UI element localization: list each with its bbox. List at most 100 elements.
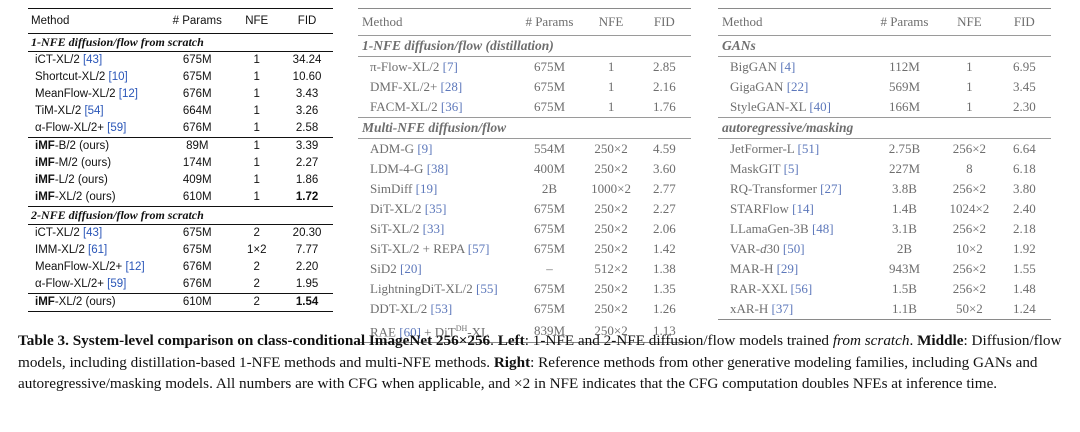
header-fid: FID [637, 8, 691, 36]
citation-link[interactable]: [53] [430, 301, 453, 316]
header-params: # Params [162, 8, 233, 34]
table-row: iMF-XL/2 (ours) 610M 1 1.72 [35, 191, 319, 203]
table-row: DiT-XL/2 [35] 675M 250×2 2.27 [370, 201, 676, 216]
header-nfe: NFE [584, 8, 638, 36]
table-row: π-Flow-XL/2 [7] 675M 1 2.85 [370, 59, 676, 74]
citation-link[interactable]: [10] [108, 71, 128, 83]
citation-link[interactable]: [59] [107, 278, 127, 290]
citation-link[interactable]: [5] [783, 161, 799, 176]
citation-link[interactable]: [37] [771, 301, 794, 316]
citation-link[interactable]: [20] [399, 261, 422, 276]
left-header-row: Method # Params NFE FID [28, 8, 333, 34]
citation-link[interactable]: [7] [442, 59, 458, 74]
citation-link[interactable]: [4] [780, 59, 796, 74]
header-method: Method [358, 8, 515, 36]
table-row: SiT-XL/2 + REPA [57] 675M 250×2 1.42 [370, 241, 676, 256]
right-header-row: Method # Params NFE FID [718, 8, 1051, 36]
table-row: SimDiff [19] 2B 1000×2 2.77 [370, 181, 676, 196]
table-row: FACM-XL/2 [36] 675M 1 1.76 [370, 99, 676, 114]
left-table: Method # Params NFE FID 1-NFE diffusion/… [28, 8, 333, 312]
citation-link[interactable]: [28] [440, 79, 463, 94]
caption-label: Table 3. [18, 332, 69, 349]
caption-left-label: Left [497, 332, 525, 349]
citation-link[interactable]: [14] [792, 201, 814, 216]
table-row: SiT-XL/2 [33] 675M 250×2 2.06 [370, 221, 676, 236]
citation-link[interactable]: [57] [467, 241, 490, 256]
header-params: # Params [867, 8, 942, 36]
table-row: RQ-Transformer [27] 3.8B 256×2 3.80 [730, 181, 1036, 196]
table-row: MaskGIT [5] 227M 8 6.18 [730, 161, 1036, 176]
table-row: LDM-4-G [38] 400M 250×2 3.60 [370, 161, 676, 176]
header-params: # Params [514, 8, 585, 36]
section-header: autoregressive/masking [718, 117, 1051, 139]
table-row: LLamaGen-3B [48] 3.1B 256×2 2.18 [730, 221, 1036, 236]
table-row: TiM-XL/2 [54] 664M 1 3.26 [35, 105, 319, 117]
table-row: MAR-H [29] 943M 256×2 1.55 [730, 261, 1036, 276]
header-nfe: NFE [941, 8, 998, 36]
table-row: LightningDiT-XL/2 [55] 675M 250×2 1.35 [370, 281, 676, 296]
citation-link[interactable]: [48] [811, 221, 834, 236]
citation-link[interactable]: [38] [426, 161, 449, 176]
citation-link[interactable]: [22] [786, 79, 809, 94]
table-row: iMF-M/2 (ours) 174M 1 2.27 [35, 157, 319, 169]
caption-title: System-level comparison on class-conditi… [72, 332, 491, 349]
middle-table: Method # Params NFE FID 1-NFE diffusion/… [358, 8, 691, 344]
caption-right-label: Right [493, 353, 531, 371]
table-row: α-Flow-XL/2+ [59] 676M 2 1.95 [35, 278, 319, 290]
citation-link[interactable]: [56] [790, 281, 813, 296]
header-fid: FID [281, 8, 333, 34]
citation-link[interactable]: [36] [440, 99, 463, 114]
citation-link[interactable]: [43] [82, 54, 103, 66]
citation-link[interactable]: [27] [820, 181, 842, 196]
citation-link[interactable]: [59] [107, 122, 127, 134]
table-row: VAR-d30 [50] 2B 10×2 1.92 [730, 241, 1036, 256]
citation-link[interactable]: [19] [415, 181, 438, 196]
table-row: iMF-B/2 (ours) 89M 1 3.39 [28, 137, 333, 155]
table-row: α-Flow-XL/2+ [59] 676M 1 2.58 [35, 122, 319, 134]
caption-middle-label: Middle [917, 332, 964, 349]
table-row: IMM-XL/2 [61] 675M 1×2 7.77 [35, 244, 319, 256]
header-nfe: NFE [232, 8, 282, 34]
citation-link[interactable]: [61] [88, 244, 108, 256]
table-caption: Table 3. System-level comparison on clas… [18, 332, 1062, 392]
table-row: JetFormer-L [51] 2.75B 256×2 6.64 [730, 141, 1036, 156]
citation-link[interactable]: [35] [424, 201, 447, 216]
citation-link[interactable]: [12] [118, 88, 138, 100]
middle-header-row: Method # Params NFE FID [358, 8, 691, 36]
citation-link[interactable]: [33] [422, 221, 445, 236]
citation-link[interactable]: [29] [776, 261, 799, 276]
table-row: MeanFlow-XL/2 [12] 676M 1 3.43 [35, 88, 319, 100]
section-header: 2-NFE diffusion/flow from scratch [28, 206, 333, 225]
table-row: iCT-XL/2 [43] 675M 1 34.24 [35, 54, 322, 66]
citation-link[interactable]: [12] [125, 261, 145, 273]
table-row: STARFlow [14] 1.4B 1024×2 2.40 [730, 201, 1036, 216]
table-row: SiD2 [20] –512×2 1.38 [370, 261, 676, 276]
header-method: Method [718, 8, 868, 36]
table-row: iMF-XL/2 (ours) 610M 2 1.54 [28, 293, 333, 312]
table-row: GigaGAN [22] 569M 1 3.45 [730, 79, 1036, 94]
table-row: iCT-XL/2 [43] 675M 2 20.30 [35, 227, 322, 239]
table-row: DDT-XL/2 [53] 675M 250×2 1.26 [370, 301, 676, 316]
citation-link[interactable]: [51] [797, 141, 820, 156]
section-header: Multi-NFE diffusion/flow [358, 117, 691, 139]
table-row: ADM-G [9] 554M 250×2 4.59 [370, 141, 676, 156]
citation-link[interactable]: [60] [399, 324, 421, 340]
citation-link[interactable]: [55] [476, 281, 498, 296]
table-row: BigGAN [4] 112M 1 6.95 [730, 59, 1036, 74]
section-header: GANs [718, 35, 1051, 57]
header-fid: FID [997, 8, 1051, 36]
header-method: Method [28, 8, 163, 34]
citation-link[interactable]: [54] [84, 105, 104, 117]
table-row: RAE [60] + DiTDH-XL 839M 250×2 1.13 [370, 322, 676, 340]
table-row: iMF-L/2 (ours) 409M 1 1.86 [35, 174, 319, 186]
right-table: Method # Params NFE FID GANs BigGAN [4] 1… [718, 8, 1051, 320]
citation-link[interactable]: [40] [809, 99, 831, 114]
table-row: Shortcut-XL/2 [10] 675M 1 10.60 [35, 71, 322, 83]
table-row: xAR-H [37] 1.1B 50×2 1.24 [730, 301, 1036, 316]
table-row: StyleGAN-XL [40] 166M 1 2.30 [730, 99, 1036, 114]
citation-link[interactable]: [50] [782, 241, 805, 256]
table-row: MeanFlow-XL/2+ [12] 676M 2 2.20 [35, 261, 319, 273]
table-row: RAR-XXL [56] 1.5B 256×2 1.48 [730, 281, 1036, 296]
citation-link[interactable]: [9] [417, 141, 433, 156]
citation-link[interactable]: [43] [82, 227, 103, 239]
